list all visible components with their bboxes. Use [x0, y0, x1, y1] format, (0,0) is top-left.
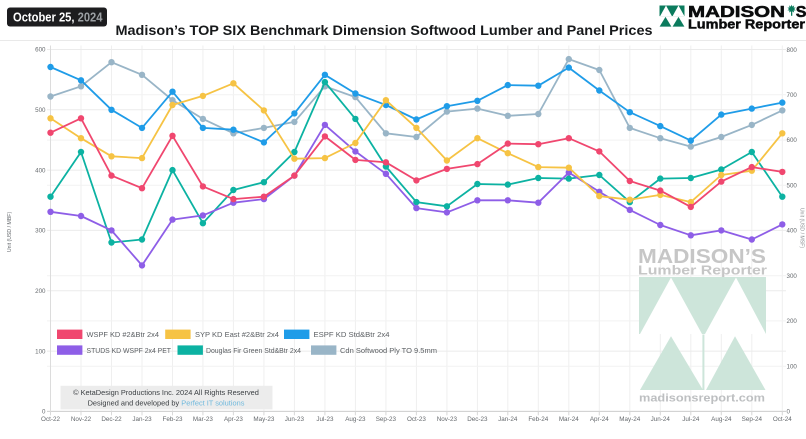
svg-text:600: 600 [35, 47, 46, 54]
svg-text:700: 700 [787, 92, 798, 99]
svg-text:100: 100 [787, 363, 798, 370]
svg-text:STUDS KD WSPF 2x4 PET: STUDS KD WSPF 2x4 PET [87, 346, 172, 355]
svg-text:Nov-22: Nov-22 [71, 416, 92, 423]
svg-text:300: 300 [787, 273, 798, 280]
svg-text:Jan-23: Jan-23 [132, 416, 152, 423]
svg-text:Jun-23: Jun-23 [285, 416, 305, 423]
svg-text:October 25, 2024: October 25, 2024 [13, 9, 103, 24]
svg-text:Jul-24: Jul-24 [682, 416, 700, 423]
svg-text:Dec-22: Dec-22 [101, 416, 122, 423]
svg-text:© KetaDesign Productions Inc.: © KetaDesign Productions Inc. 2024 All R… [73, 388, 259, 397]
svg-text:Designed and developed by Perf: Designed and developed by Perfect IT sol… [88, 398, 245, 407]
svg-text:Douglas Fir Green Std&Btr 2x4: Douglas Fir Green Std&Btr 2x4 [206, 346, 301, 355]
svg-text:Mar-24: Mar-24 [559, 416, 579, 423]
svg-text:400: 400 [35, 167, 46, 174]
svg-text:Jul-23: Jul-23 [316, 416, 334, 423]
svg-text:Aug-23: Aug-23 [345, 416, 366, 423]
svg-text:Mar-23: Mar-23 [193, 416, 213, 423]
svg-text:Oct-22: Oct-22 [41, 416, 60, 423]
svg-text:Apr-23: Apr-23 [224, 416, 243, 423]
svg-text:500: 500 [35, 107, 46, 114]
svg-text:Sep-24: Sep-24 [742, 416, 763, 423]
svg-text:Lumber Reporter: Lumber Reporter [638, 263, 767, 278]
svg-text:800: 800 [787, 47, 798, 54]
svg-text:Feb-24: Feb-24 [528, 416, 548, 423]
svg-text:Jan-24: Jan-24 [498, 416, 518, 423]
svg-text:Apr-24: Apr-24 [590, 416, 609, 423]
svg-text:S: S [796, 4, 806, 21]
svg-text:200: 200 [787, 318, 798, 325]
svg-text:100: 100 [35, 348, 46, 355]
svg-text:Oct-24: Oct-24 [773, 416, 792, 423]
svg-text:Feb-23: Feb-23 [163, 416, 183, 423]
svg-text:WSPF KD #2&Btr 2x4: WSPF KD #2&Btr 2x4 [87, 330, 160, 339]
svg-text:200: 200 [35, 288, 46, 295]
svg-text:Aug-24: Aug-24 [711, 416, 732, 423]
svg-text:Unit (USD / MBF): Unit (USD / MBF) [7, 212, 13, 253]
svg-text:300: 300 [35, 228, 46, 235]
svg-text:SYP KD East #2&Btr 2x4: SYP KD East #2&Btr 2x4 [195, 330, 279, 339]
svg-text:Nov-23: Nov-23 [437, 416, 458, 423]
svg-text:0: 0 [42, 409, 46, 416]
svg-text:Lumber Reporter: Lumber Reporter [688, 18, 805, 32]
svg-text:ESPF KD Std&Btr 2x4: ESPF KD Std&Btr 2x4 [314, 330, 390, 339]
svg-text:Oct-23: Oct-23 [407, 416, 426, 423]
svg-text:0: 0 [787, 409, 791, 416]
svg-text:Jun-24: Jun-24 [651, 416, 671, 423]
svg-text:500: 500 [787, 183, 798, 190]
svg-text:Sep-23: Sep-23 [376, 416, 397, 423]
svg-text:MADISON’S: MADISON’S [638, 245, 766, 268]
svg-text:madisonsreport.com: madisonsreport.com [639, 392, 765, 404]
svg-text:Madison’s TOP SIX Benchmark Di: Madison’s TOP SIX Benchmark Dimension So… [116, 22, 653, 38]
svg-text:MADISON: MADISON [688, 4, 785, 21]
svg-text:400: 400 [787, 228, 798, 235]
svg-text:Unit (USD / MSF): Unit (USD / MSF) [799, 208, 805, 249]
svg-text:Dec-23: Dec-23 [467, 416, 488, 423]
svg-text:May-23: May-23 [253, 416, 274, 423]
svg-text:May-24: May-24 [619, 416, 640, 423]
svg-text:600: 600 [787, 137, 798, 144]
svg-text:Cdn Softwood Ply TO 9.5mm: Cdn Softwood Ply TO 9.5mm [340, 346, 437, 355]
